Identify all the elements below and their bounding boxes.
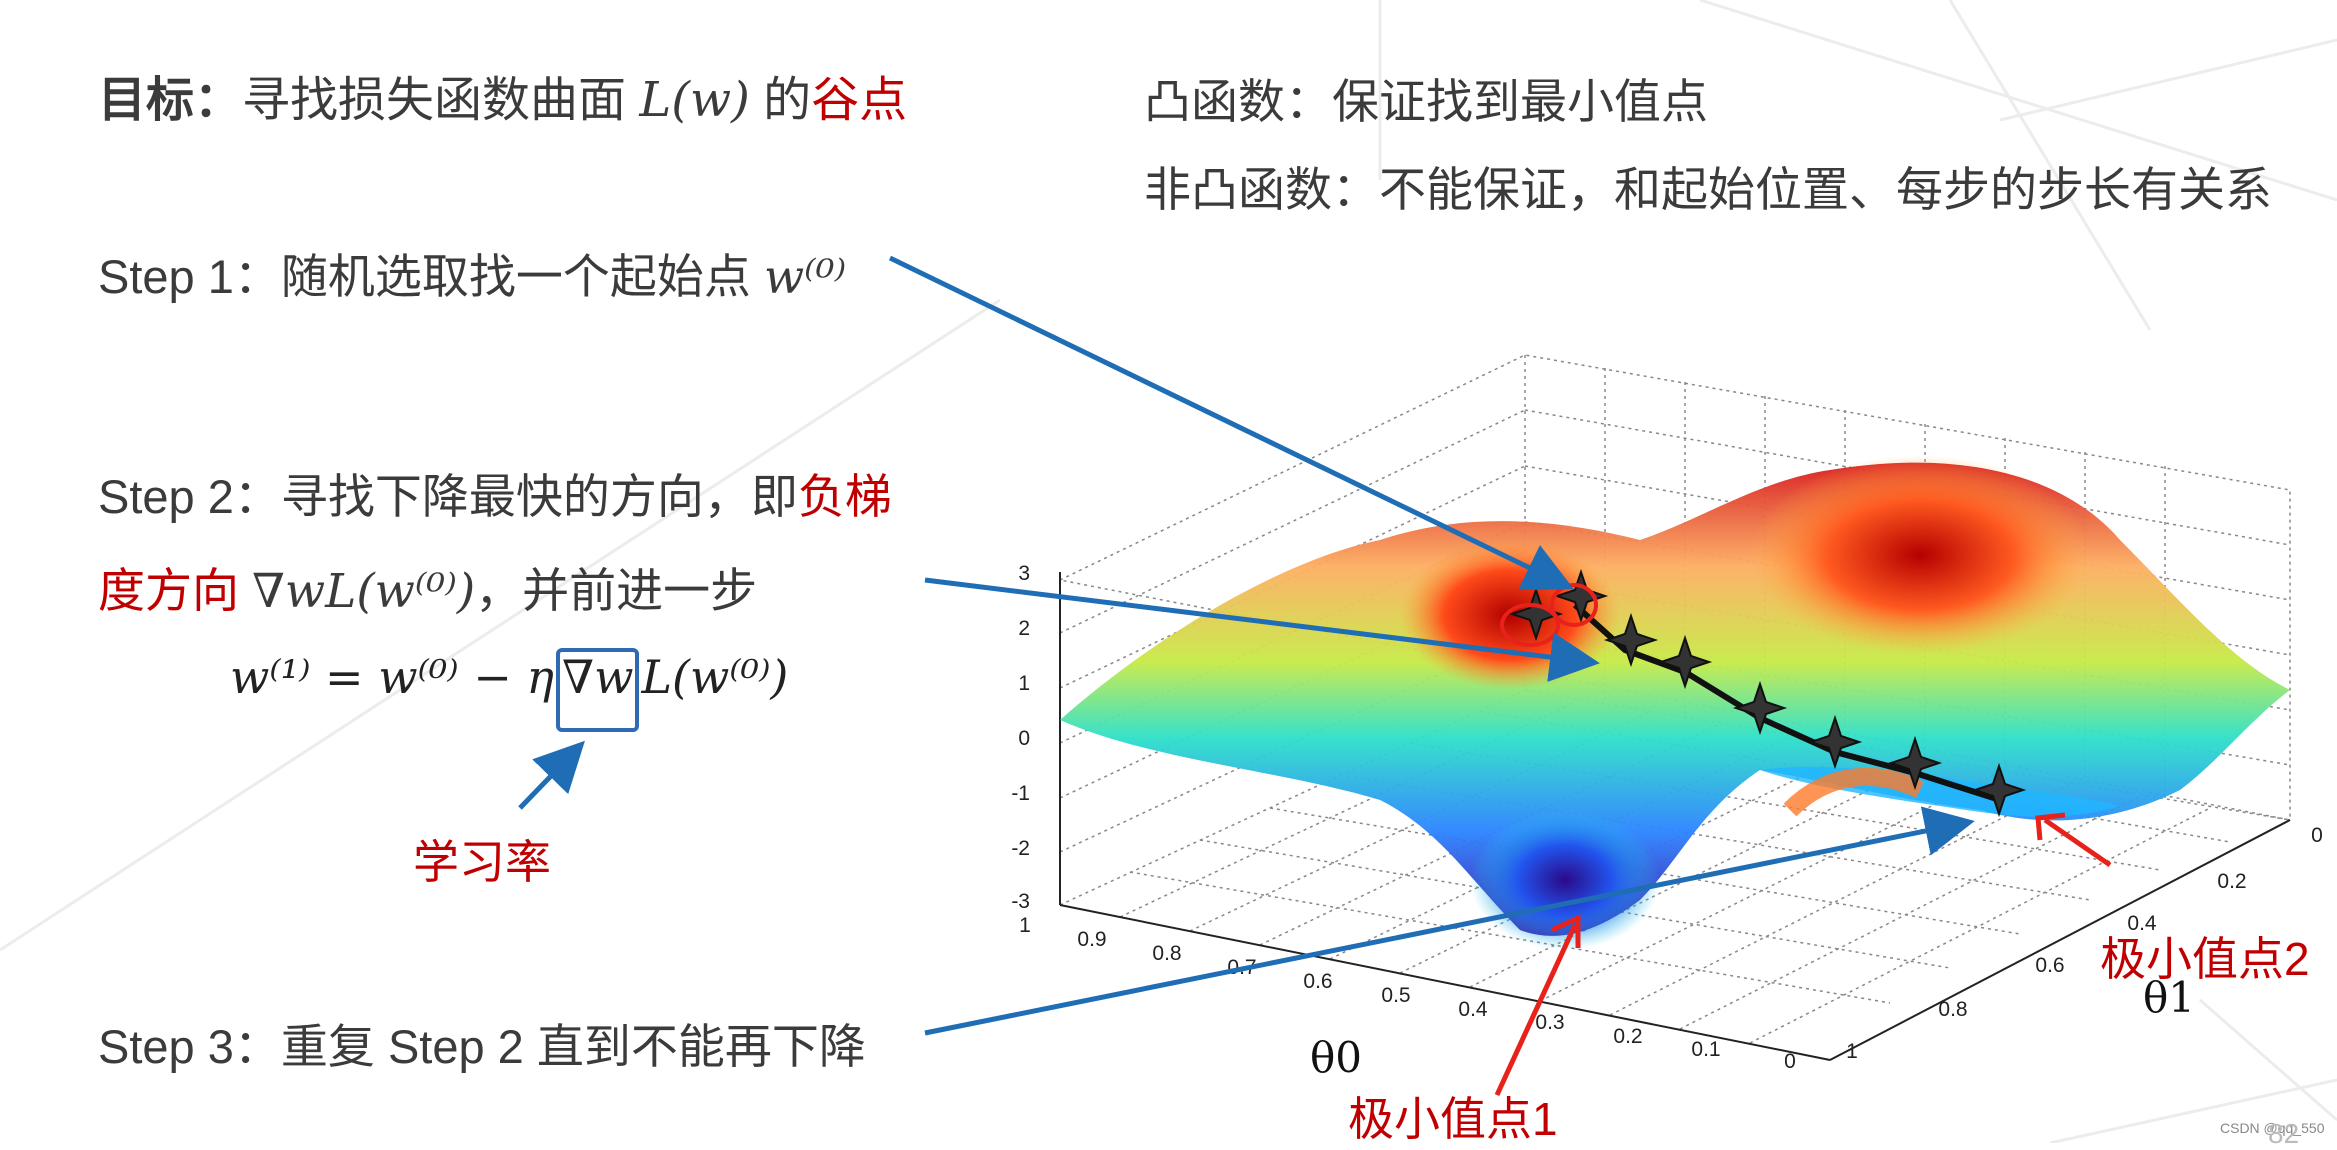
minimum-arrows: [1494, 812, 2112, 1097]
update-formula-boxed: ∇w: [561, 650, 634, 704]
theta0-tick: 1: [1019, 914, 1031, 937]
z-tick: -2: [1011, 837, 1030, 860]
step1-text: Step 1：随机选取找一个起始点: [98, 250, 751, 303]
step2-line1-text: Step 2：寻找下降最快的方向，即: [98, 470, 798, 523]
theta1-tick: 0: [2311, 824, 2323, 847]
update-formula-left: w⁽¹⁾ = w⁽⁰⁾ − η: [230, 650, 554, 704]
step2-line2: 度方向 ∇wL(w⁽⁰⁾)，并前进一步: [98, 552, 757, 621]
step-star: [1657, 634, 1713, 690]
start-circle: [1500, 603, 1560, 647]
z-tick: 2: [1018, 617, 1030, 640]
goal-de: 的: [763, 74, 812, 127]
step-star: [1553, 568, 1609, 624]
step2-line1: Step 2：寻找下降最快的方向，即负梯: [98, 458, 892, 527]
theta1-axis-ticks: 0 0.2 0.4 0.6 0.8 1: [1846, 824, 2323, 1063]
goal-line: 目标：寻找损失函数曲面 L(w) 的谷点: [98, 60, 907, 130]
theta0-tick: 0.9: [1077, 928, 1106, 951]
step3-arrow: [924, 806, 1975, 1036]
z-tick: 0: [1018, 727, 1030, 750]
step-star: [1508, 586, 1564, 642]
theta0-tick: 0.4: [1458, 998, 1488, 1021]
goal-prefix: 目标：: [98, 74, 243, 127]
step-star: [1603, 612, 1659, 668]
watermark: CSDN @qq_550: [2220, 1120, 2325, 1136]
step-star: [1807, 714, 1863, 770]
z-tick: 1: [1018, 672, 1030, 695]
z-tick: -3: [1011, 890, 1030, 913]
step-star: [1732, 680, 1788, 736]
theta0-tick: 0.2: [1613, 1025, 1642, 1048]
goal-formula: L(w): [639, 72, 750, 128]
theta0-tick: 0.5: [1381, 984, 1410, 1007]
theta1-label: θ1: [2143, 973, 2195, 1022]
theta1-tick: 0.8: [1938, 998, 1967, 1021]
convex-note: 凸函数：保证找到最小值点: [1144, 75, 1708, 128]
update-formula-right: L(w⁽⁰⁾): [641, 650, 789, 704]
theta1-tick: 0.4: [2127, 912, 2157, 935]
theta0-label: θ0: [1310, 1033, 1362, 1082]
descent-path: [1500, 568, 2027, 818]
step2-arrow: [924, 577, 1600, 682]
theta0-tick: 0.1: [1691, 1038, 1720, 1061]
theta1-tick: 0.2: [2217, 870, 2246, 893]
loss-surface: [1060, 455, 2290, 950]
step2-line2-text: ，并前进一步: [475, 564, 758, 617]
learning-rate-box: ∇w: [555, 648, 640, 732]
goal-highlight: 谷点: [811, 74, 908, 127]
theta1-tick: 0.6: [2035, 954, 2064, 977]
z-tick: -1: [1011, 782, 1030, 805]
goal-text: 寻找损失函数曲面: [242, 74, 627, 127]
step1-formula: w⁽⁰⁾: [763, 250, 847, 305]
step1-arrow: [888, 255, 1574, 591]
theta0-tick: 0: [1784, 1050, 1796, 1073]
step2-line2-formula: ∇wL(w⁽⁰⁾): [252, 564, 476, 619]
start-circle: [1550, 583, 1598, 627]
step3-line: Step 3：重复 Step 2 直到不能再下降: [98, 1020, 866, 1073]
theta0-axis-ticks: 1 0.9 0.8 0.7 0.6 0.5 0.4 0.3 0.2 0.1 0: [1019, 914, 1796, 1073]
learning-rate-arrow: [518, 740, 585, 810]
learning-rate-label: 学习率: [413, 836, 551, 888]
step1-line: Step 1：随机选取找一个起始点 w⁽⁰⁾: [98, 238, 846, 307]
z-tick: 3: [1018, 562, 1030, 585]
nonconvex-note: 非凸函数：不能保证，和起始位置、每步的步长有关系: [1144, 163, 2272, 216]
update-formula: w⁽¹⁾ = w⁽⁰⁾ − η ∇w L(w⁽⁰⁾): [230, 648, 789, 732]
theta0-tick: 0.3: [1535, 1011, 1564, 1034]
step-star: [1887, 735, 1943, 791]
z-axis-ticks: 3 2 1 0 -1 -2 -3: [1011, 562, 1030, 913]
minimum2-label: 极小值点2: [2100, 933, 2310, 985]
theta0-tick: 0.8: [1152, 942, 1181, 965]
step-star: [1971, 762, 2027, 818]
step2-line2-highlight: 度方向: [98, 564, 239, 617]
step2-line1-highlight: 负梯: [797, 470, 892, 523]
theta1-tick: 1: [1846, 1040, 1858, 1063]
plot-axes: [1059, 572, 2291, 1061]
theta0-tick: 0.6: [1303, 970, 1332, 993]
minimum1-label: 极小值点1: [1348, 1093, 1558, 1143]
